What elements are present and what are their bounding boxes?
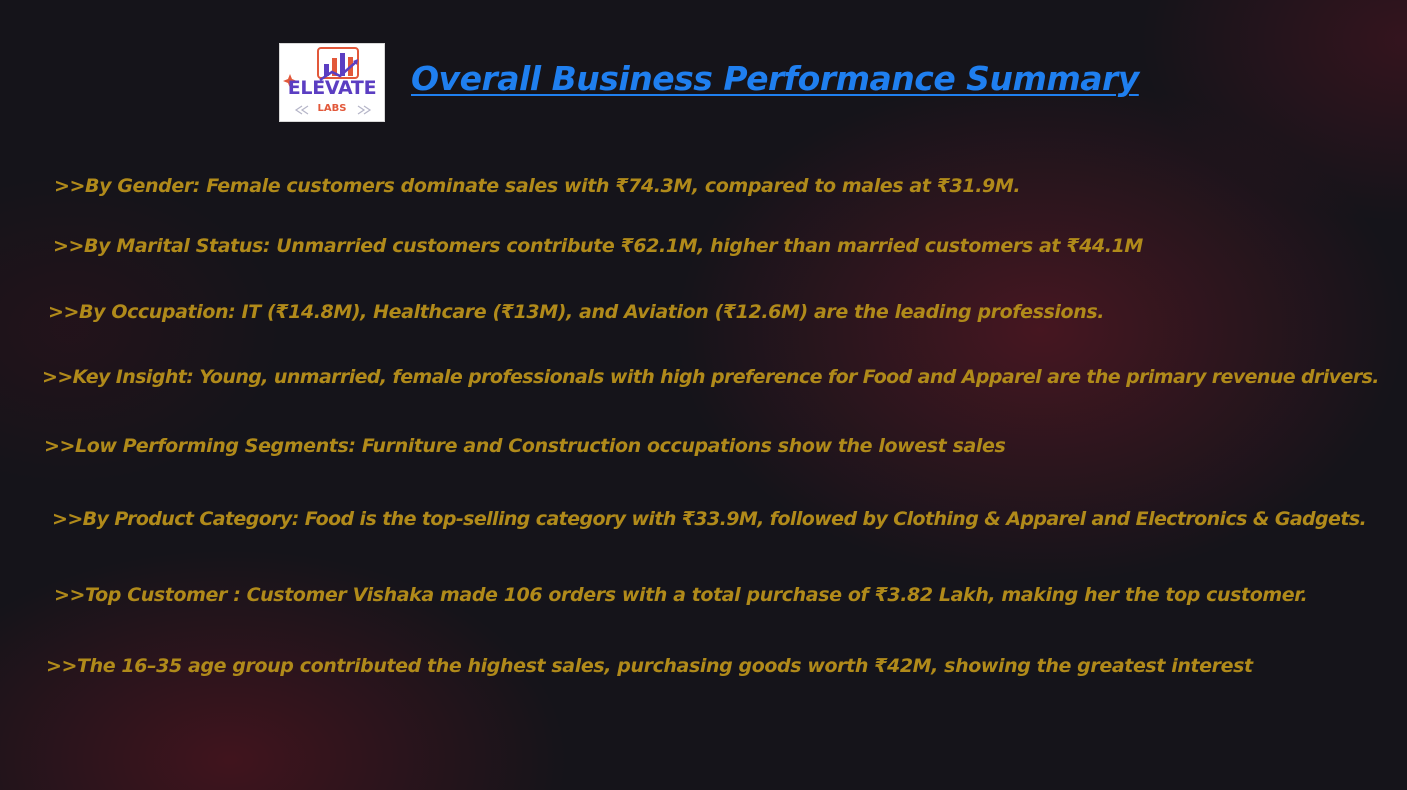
logo-wordmark: ELEVATE [287, 77, 377, 99]
insight-key: >>Key Insight: Young, unmarried, female … [42, 366, 1380, 388]
insight-marital-status: >>By Marital Status: Unmarried customers… [53, 235, 1143, 257]
elevate-labs-logo: ELEVATE LABS [279, 43, 385, 122]
insight-gender: >>By Gender: Female customers dominate s… [54, 175, 1021, 197]
insight-occupation: >>By Occupation: IT (₹14.8M), Healthcare… [48, 301, 1105, 323]
insight-product-category: >>By Product Category: Food is the top-s… [52, 508, 1367, 530]
logo-subtitle: LABS [317, 103, 347, 114]
sparkle-icon [283, 74, 297, 88]
insight-low-performing: >>Low Performing Segments: Furniture and… [44, 435, 1006, 457]
page-title: Overall Business Performance Summary [411, 59, 1139, 98]
insight-age-group: >>The 16–35 age group contributed the hi… [46, 655, 1253, 677]
chart-arrow-icon [283, 47, 372, 115]
insight-top-customer: >>Top Customer : Customer Vishaka made 1… [54, 584, 1308, 606]
